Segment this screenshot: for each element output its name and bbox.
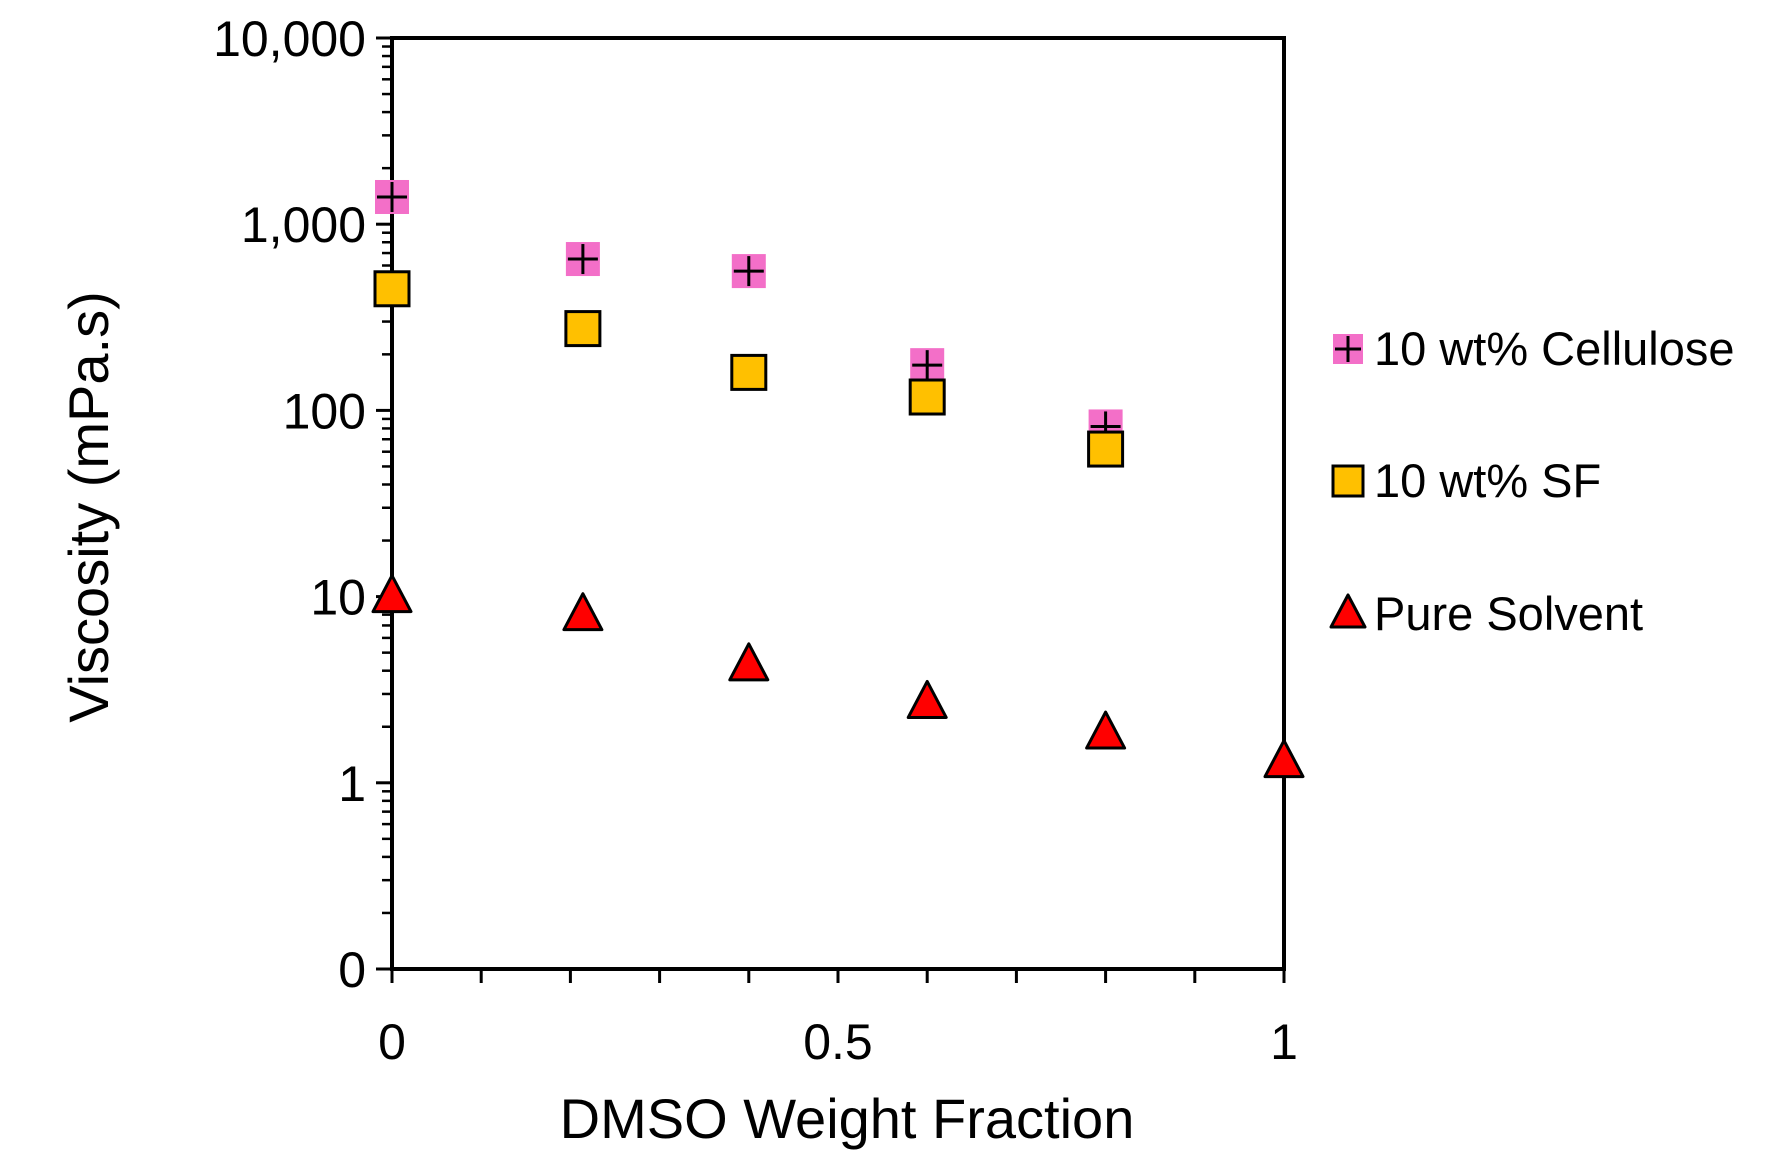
data-point-pure-solvent bbox=[1085, 710, 1127, 750]
legend-label-cellulose: 10 wt% Cellulose bbox=[1374, 322, 1735, 375]
x-axis-title: DMSO Weight Fraction bbox=[560, 1087, 1135, 1150]
y-tick-label: 0 bbox=[338, 942, 366, 998]
legend-marker-pure-solvent bbox=[1329, 593, 1367, 629]
legend: 10 wt% Cellulose 10 wt% SF Pure Solvent bbox=[1329, 322, 1735, 640]
data-point-sf bbox=[730, 353, 768, 391]
marker-triangle bbox=[371, 574, 413, 614]
series-sf bbox=[373, 270, 1125, 468]
data-points bbox=[371, 179, 1305, 779]
legend-marker-cellulose bbox=[1333, 334, 1363, 364]
marker-triangle bbox=[728, 642, 770, 682]
legend-marker-shape bbox=[1333, 334, 1363, 364]
marker-square bbox=[1331, 464, 1365, 498]
legend-marker-shape bbox=[1331, 464, 1365, 498]
data-point-sf bbox=[564, 310, 602, 348]
y-tick-label: 100 bbox=[283, 383, 366, 439]
y-tick-label: 1,000 bbox=[241, 197, 366, 253]
y-tick-label: 10,000 bbox=[213, 11, 366, 67]
data-point-sf bbox=[908, 378, 946, 416]
x-tick-label: 1 bbox=[1270, 1014, 1298, 1070]
marker-square bbox=[564, 310, 602, 348]
marker-square bbox=[908, 378, 946, 416]
legend-label-pure-solvent: Pure Solvent bbox=[1374, 587, 1643, 640]
series-pure-solvent bbox=[371, 574, 1305, 779]
marker-triangle bbox=[1329, 593, 1367, 629]
legend-marker-sf bbox=[1331, 464, 1365, 498]
data-point-sf bbox=[373, 270, 411, 308]
marker-square bbox=[1087, 430, 1125, 468]
data-point-cellulose bbox=[731, 254, 766, 289]
legend-item-pure-solvent: Pure Solvent bbox=[1329, 587, 1643, 640]
marker-square bbox=[373, 270, 411, 308]
legend-marker-shape bbox=[1329, 593, 1367, 629]
series-cellulose bbox=[375, 179, 1123, 444]
data-point-pure-solvent bbox=[728, 642, 770, 682]
x-tick-label: 0.5 bbox=[803, 1014, 873, 1070]
marker-triangle bbox=[1263, 739, 1305, 779]
data-point-cellulose bbox=[910, 348, 945, 383]
data-point-pure-solvent bbox=[562, 592, 604, 632]
plot-frame bbox=[390, 36, 1286, 971]
data-point-pure-solvent bbox=[1263, 739, 1305, 779]
marker-square bbox=[730, 353, 768, 391]
x-tick-label: 0 bbox=[378, 1014, 406, 1070]
data-point-pure-solvent bbox=[371, 574, 413, 614]
legend-item-cellulose: 10 wt% Cellulose bbox=[1333, 322, 1735, 375]
data-point-cellulose bbox=[375, 179, 409, 214]
plot-axes: 0 1 10 100 1,000 10,000 0 0.5 1 bbox=[213, 11, 1298, 1070]
marker-triangle bbox=[1085, 710, 1127, 750]
y-tick-label: 10 bbox=[310, 570, 366, 626]
marker-triangle bbox=[562, 592, 604, 632]
data-point-sf bbox=[1087, 430, 1125, 468]
legend-label-sf: 10 wt% SF bbox=[1374, 454, 1601, 507]
legend-item-sf: 10 wt% SF bbox=[1331, 454, 1601, 507]
data-point-cellulose bbox=[565, 242, 600, 277]
marker-triangle bbox=[906, 679, 948, 719]
y-axis-title: Viscosity (mPa.s) bbox=[57, 291, 120, 722]
data-point-pure-solvent bbox=[906, 679, 948, 719]
y-tick-label: 1 bbox=[338, 756, 366, 812]
